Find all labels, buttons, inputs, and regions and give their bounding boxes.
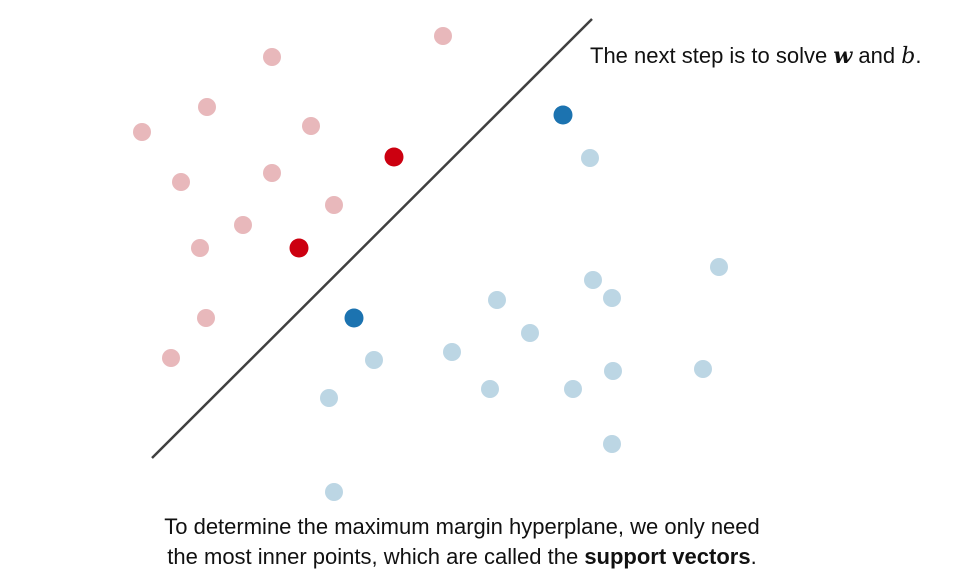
class-b-point bbox=[481, 380, 499, 398]
class-a-point bbox=[198, 98, 216, 116]
next-step-note: The next step is to solve w and b. bbox=[590, 42, 921, 71]
class-a-point bbox=[302, 117, 320, 135]
class-b-point bbox=[365, 351, 383, 369]
class-a-point bbox=[263, 164, 281, 182]
caption-line-2-prefix: the most inner points, which are called … bbox=[167, 544, 585, 569]
class-b-point bbox=[604, 362, 622, 380]
support-vector-blue bbox=[553, 105, 573, 125]
class-b-point bbox=[320, 389, 338, 407]
class-b-point bbox=[694, 360, 712, 378]
variable-w: w bbox=[833, 43, 853, 69]
caption-line-2-suffix: . bbox=[750, 544, 757, 569]
caption-line-2: the most inner points, which are called … bbox=[0, 542, 924, 572]
note-middle: and bbox=[852, 43, 902, 68]
class-b-point bbox=[443, 343, 461, 361]
separating-hyperplane bbox=[151, 18, 593, 459]
class-a-point bbox=[325, 196, 343, 214]
class-b-points bbox=[320, 149, 728, 501]
caption: To determine the maximum margin hyperpla… bbox=[0, 512, 924, 572]
support-vectors bbox=[289, 105, 573, 328]
class-a-point bbox=[133, 123, 151, 141]
class-a-point bbox=[172, 173, 190, 191]
class-b-point bbox=[581, 149, 599, 167]
support-vector-red bbox=[289, 238, 309, 258]
support-vectors-term: support vectors bbox=[584, 544, 751, 569]
class-a-point bbox=[263, 48, 281, 66]
support-vector-red bbox=[384, 147, 404, 167]
class-a-point bbox=[197, 309, 215, 327]
class-b-point bbox=[603, 289, 621, 307]
class-b-point bbox=[325, 483, 343, 501]
caption-line-1: To determine the maximum margin hyperpla… bbox=[164, 514, 760, 539]
class-a-point bbox=[434, 27, 452, 45]
note-suffix: . bbox=[915, 43, 922, 68]
class-a-point bbox=[191, 239, 209, 257]
class-b-point bbox=[488, 291, 506, 309]
class-a-point bbox=[162, 349, 180, 367]
variable-b: b bbox=[901, 44, 916, 69]
class-b-point bbox=[710, 258, 728, 276]
class-b-point bbox=[584, 271, 602, 289]
support-vector-blue bbox=[344, 308, 364, 328]
class-a-points bbox=[133, 27, 452, 367]
class-a-point bbox=[234, 216, 252, 234]
class-b-point bbox=[603, 435, 621, 453]
class-b-point bbox=[564, 380, 582, 398]
note-prefix: The next step is to solve bbox=[590, 43, 834, 68]
class-b-point bbox=[521, 324, 539, 342]
